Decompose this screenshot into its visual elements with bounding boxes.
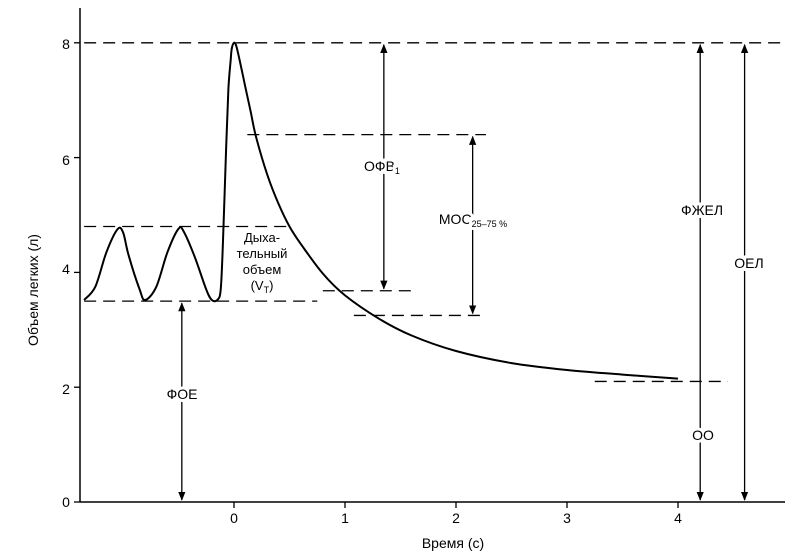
reference-lines xyxy=(84,42,785,383)
y-tick-label: 0 xyxy=(62,494,70,510)
y-ticks xyxy=(74,42,80,503)
x-tick-label: 3 xyxy=(563,510,571,526)
y-tick-label: 2 xyxy=(62,381,70,397)
oel-label: ОЕЛ xyxy=(734,255,763,271)
y-tick-label: 6 xyxy=(62,152,70,168)
x-ticks xyxy=(233,502,679,508)
annotation-arrows xyxy=(178,43,749,501)
foe-label: ФОЕ xyxy=(167,386,198,402)
x-tick-label: 0 xyxy=(230,510,238,526)
y-tick-label: 8 xyxy=(62,36,70,52)
axes xyxy=(74,8,785,508)
x-tick-label: 2 xyxy=(452,510,460,526)
fzhel-label: ФЖЕЛ xyxy=(681,202,723,218)
y-tick-label: 4 xyxy=(62,261,70,277)
tidal-volume-line-4: (VT) xyxy=(251,278,274,295)
volume-curve xyxy=(83,41,679,380)
tidal-volume-line-2: тельный xyxy=(237,246,288,261)
y-axis-title: Объем легких (л) xyxy=(25,234,41,346)
x-tick-label: 4 xyxy=(674,510,682,526)
mos-label: МОС25–75 % xyxy=(439,211,507,229)
ofv-label: ОФВ1 xyxy=(364,158,400,176)
oo-label: ОО xyxy=(692,427,714,443)
tidal-volume-line-3: объем xyxy=(243,262,282,277)
x-tick-label: 1 xyxy=(341,510,349,526)
tidal-volume-line-1: Дыха- xyxy=(244,230,280,245)
x-axis-title: Время (с) xyxy=(422,535,484,551)
